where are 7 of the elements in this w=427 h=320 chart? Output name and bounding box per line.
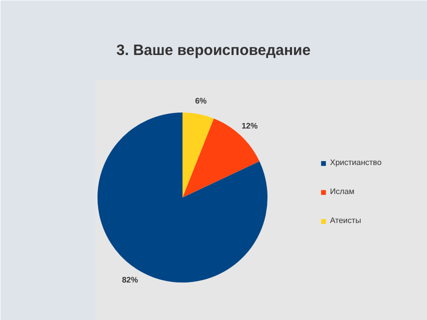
chart-title: 3. Ваше вероисповедание	[116, 42, 311, 59]
data-label: 12%	[242, 122, 258, 131]
legend-label: Ислам	[330, 187, 354, 196]
legend-label: Атеисты	[330, 216, 362, 225]
legend-label: Христианство	[330, 158, 382, 167]
data-label: 82%	[122, 276, 138, 285]
data-label: 6%	[195, 96, 207, 106]
